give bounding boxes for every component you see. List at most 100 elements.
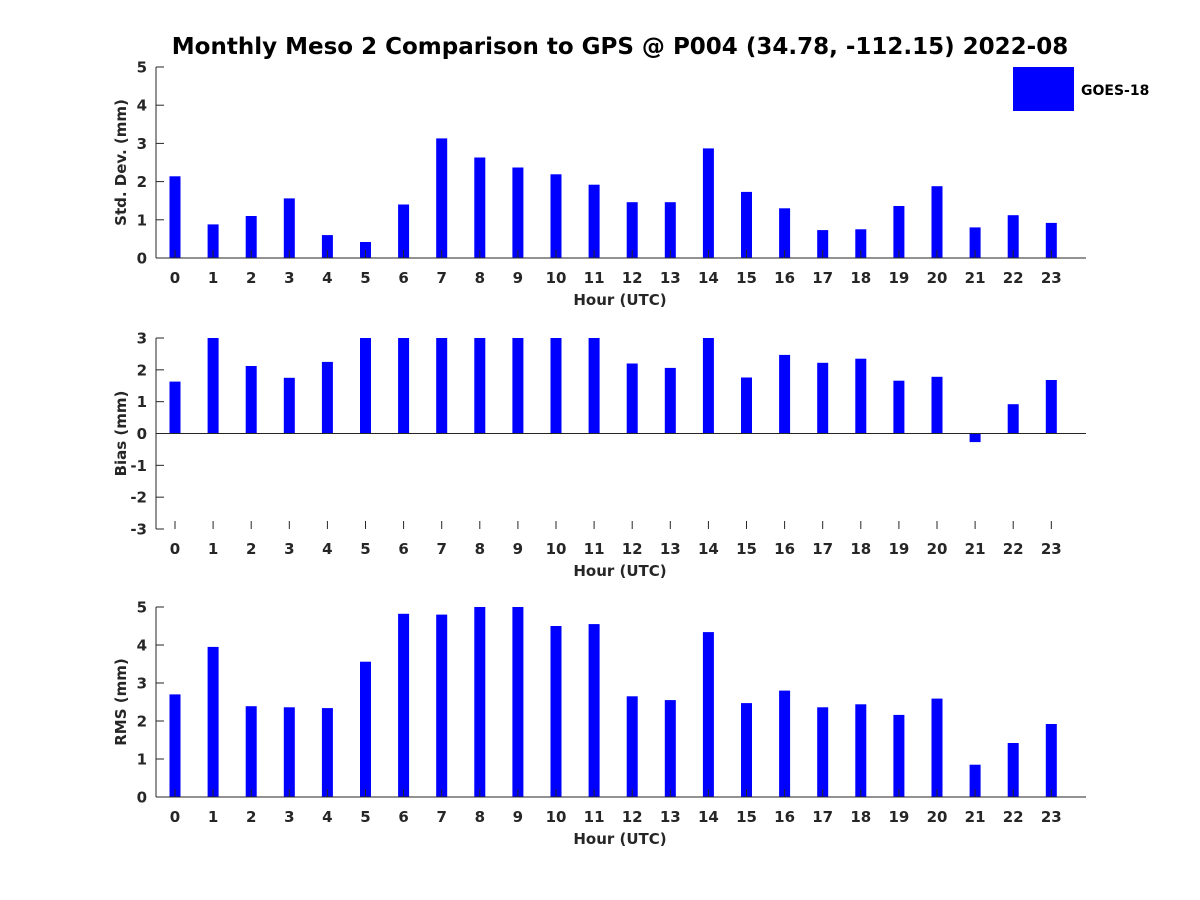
std-dev-y-tick-label-1: 1	[137, 211, 147, 229]
std-dev-bar-9	[512, 167, 524, 258]
bias-x-tick-label-17: 17	[812, 540, 833, 558]
std-dev-x-tick-label-11: 11	[584, 269, 605, 287]
bias-x-tick-label-18: 18	[850, 540, 871, 558]
rms-bar-2	[245, 706, 257, 797]
std-dev-bar-1	[207, 224, 219, 258]
rms-y-tick-label-5: 5	[137, 599, 147, 617]
std-dev-bar-2	[245, 216, 257, 258]
std-dev-x-tick-label-18: 18	[850, 269, 871, 287]
std-dev-bar-13	[664, 202, 676, 258]
rms-bar-19	[893, 714, 905, 797]
bias-x-tick-label-11: 11	[584, 540, 605, 558]
bias-bar-3	[283, 377, 295, 434]
bias-bar-21	[969, 433, 981, 443]
legend-label: GOES-18	[1081, 83, 1149, 99]
rms-x-tick-label-2: 2	[246, 808, 256, 826]
bias-bar-7	[436, 338, 448, 434]
chart-title: Monthly Meso 2 Comparison to GPS @ P004 …	[172, 34, 1068, 60]
std-dev-bar-12	[626, 202, 638, 258]
rms-x-tick-label-14: 14	[698, 808, 719, 826]
bias-bar-10	[550, 338, 562, 434]
rms-y-tick-label-0: 0	[137, 789, 147, 807]
rms-x-tick-label-8: 8	[475, 808, 485, 826]
rms-bar-8	[474, 607, 486, 797]
bias-x-tick-label-6: 6	[398, 540, 408, 558]
std-dev-y-tick-label-4: 4	[137, 97, 147, 115]
rms-x-tick-label-17: 17	[812, 808, 833, 826]
rms-bar-12	[626, 696, 638, 797]
rms-x-tick-label-11: 11	[584, 808, 605, 826]
bias-x-tick-label-1: 1	[208, 540, 218, 558]
std-dev-x-tick-label-10: 10	[546, 269, 567, 287]
rms-y-tick-label-2: 2	[137, 713, 147, 731]
bias-y-tick-label-6: 3	[137, 330, 147, 348]
rms-bar-17	[817, 707, 829, 797]
rms-bar-16	[779, 690, 791, 797]
std-dev-bar-22	[1007, 215, 1019, 258]
rms-x-tick-label-13: 13	[660, 808, 681, 826]
bias-x-tick-label-21: 21	[965, 540, 986, 558]
bias-y-axis-label: Bias (mm)	[112, 391, 130, 477]
rms-x-tick-label-16: 16	[774, 808, 795, 826]
rms-y-axis-label: RMS (mm)	[112, 658, 130, 745]
rms-bar-0	[169, 694, 181, 797]
rms-bar-20	[931, 698, 943, 797]
rms-x-tick-label-21: 21	[965, 808, 986, 826]
bias-x-tick-label-19: 19	[888, 540, 909, 558]
bias-x-tick-label-14: 14	[698, 540, 719, 558]
bias-bar-13	[664, 367, 676, 434]
bias-x-tick-label-0: 0	[170, 540, 180, 558]
std-dev-bar-18	[855, 229, 867, 258]
bias-x-tick-label-15: 15	[736, 540, 757, 558]
std-dev-bar-20	[931, 186, 943, 258]
bias-bar-17	[817, 362, 829, 434]
bias-bar-23	[1045, 380, 1057, 434]
bias-x-tick-label-16: 16	[774, 540, 795, 558]
rms-x-tick-label-23: 23	[1041, 808, 1062, 826]
bias-x-tick-label-10: 10	[546, 540, 567, 558]
bias-x-tick-label-8: 8	[475, 540, 485, 558]
rms-x-tick-label-9: 9	[513, 808, 523, 826]
std-dev-x-tick-label-4: 4	[322, 269, 332, 287]
rms-x-tick-label-12: 12	[622, 808, 643, 826]
std-dev-x-tick-label-0: 0	[170, 269, 180, 287]
std-dev-x-tick-label-22: 22	[1003, 269, 1024, 287]
std-dev-x-tick-label-23: 23	[1041, 269, 1062, 287]
std-dev-bar-3	[283, 198, 295, 258]
std-dev-x-axis-label: Hour (UTC)	[573, 291, 666, 309]
bias-x-tick-label-20: 20	[927, 540, 948, 558]
std-dev-x-tick-label-13: 13	[660, 269, 681, 287]
std-dev-bar-7	[436, 138, 448, 258]
rms-x-tick-label-19: 19	[888, 808, 909, 826]
rms-x-tick-label-22: 22	[1003, 808, 1024, 826]
std-dev-x-tick-label-19: 19	[888, 269, 909, 287]
rms-bar-7	[436, 614, 448, 797]
bias-y-tick-label-4: 1	[137, 393, 147, 411]
rms-x-axis-label: Hour (UTC)	[573, 830, 666, 848]
bias-x-tick-label-7: 7	[436, 540, 446, 558]
std-dev-x-tick-label-15: 15	[736, 269, 757, 287]
rms-bar-21	[969, 764, 981, 797]
std-dev-bar-16	[779, 208, 791, 258]
rms-x-tick-label-18: 18	[850, 808, 871, 826]
std-dev-bar-14	[702, 148, 714, 258]
std-dev-x-tick-label-8: 8	[475, 269, 485, 287]
rms-bar-22	[1007, 743, 1019, 797]
rms-x-tick-label-4: 4	[322, 808, 332, 826]
std-dev-x-tick-label-21: 21	[965, 269, 986, 287]
bias-y-tick-label-0: -3	[130, 521, 147, 539]
std-dev-x-tick-label-20: 20	[927, 269, 948, 287]
std-dev-y-tick-label-3: 3	[137, 135, 147, 153]
std-dev-y-tick-label-2: 2	[137, 173, 147, 191]
rms-bar-9	[512, 607, 524, 797]
bias-bar-15	[741, 377, 752, 434]
rms-bar-1	[207, 646, 219, 797]
legend: GOES-18	[1013, 67, 1149, 111]
std-dev-bar-15	[741, 191, 752, 258]
bias-y-tick-label-2: -1	[130, 457, 147, 475]
rms-bar-6	[398, 613, 410, 797]
